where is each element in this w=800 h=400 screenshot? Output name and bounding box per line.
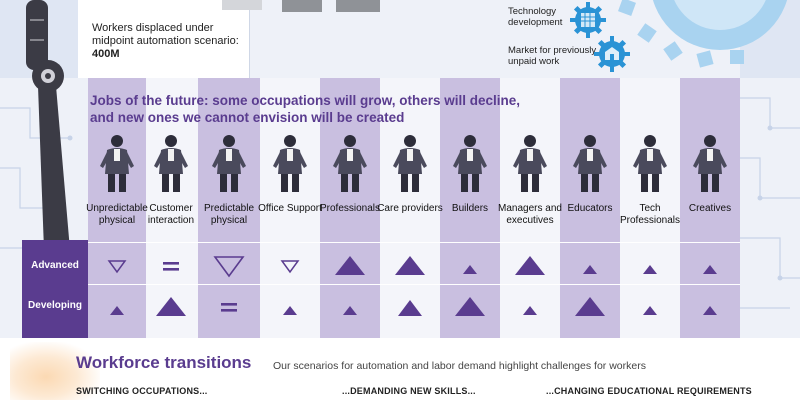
bottom-heading: SWITCHING OCCUPATIONS... bbox=[76, 386, 208, 396]
trend-mark-advanced bbox=[515, 256, 545, 275]
worker-figure-icon bbox=[212, 135, 246, 192]
occupation-label: Predictable physical bbox=[203, 203, 255, 226]
occupation-label: Tech Professionals bbox=[619, 203, 681, 226]
occupation-label: Unpredictable physical bbox=[86, 203, 148, 226]
gear-icon bbox=[570, 2, 606, 38]
workforce-transitions-title: Workforce transitions bbox=[76, 353, 252, 372]
trend-mark-advanced bbox=[213, 256, 245, 278]
bottom-heading: ...CHANGING EDUCATIONAL REQUIREMENTS bbox=[546, 386, 752, 396]
displaced-value: 400M bbox=[92, 48, 120, 60]
workforce-transitions-subtitle: Our scenarios for automation and labor d… bbox=[273, 360, 646, 372]
column-bg bbox=[620, 78, 680, 338]
trend-mark-developing bbox=[110, 306, 124, 315]
occupation-label: Office Support bbox=[258, 203, 322, 214]
worker-figure-icon bbox=[273, 135, 307, 192]
row-label-advanced: Advanced bbox=[22, 254, 88, 278]
trend-mark-advanced bbox=[163, 262, 179, 271]
headline-line-1: Jobs of the future: some occupations wil… bbox=[90, 93, 521, 108]
occupation-label: Educators bbox=[567, 203, 613, 214]
column-bg bbox=[88, 78, 146, 338]
trend-mark-advanced bbox=[395, 256, 425, 275]
trend-mark-developing bbox=[643, 306, 657, 315]
row-divider bbox=[88, 242, 740, 243]
trend-mark-advanced bbox=[583, 265, 597, 274]
occupation-label: Creatives bbox=[688, 203, 732, 214]
trend-mark-developing bbox=[398, 300, 422, 316]
trend-mark-advanced bbox=[335, 256, 365, 275]
trend-mark-advanced bbox=[643, 265, 657, 274]
column-bg bbox=[260, 78, 320, 338]
occupation-label: Builders bbox=[451, 203, 489, 214]
trend-mark-advanced bbox=[280, 260, 300, 274]
trend-mark-developing bbox=[575, 297, 605, 316]
column-bg bbox=[198, 78, 260, 338]
occupation-label: Professionals bbox=[319, 203, 381, 214]
worker-figure-icon bbox=[573, 135, 607, 192]
worker-figure-icon bbox=[100, 135, 134, 192]
column-bg bbox=[320, 78, 380, 338]
headline: Jobs of the future: some occupations wil… bbox=[90, 92, 550, 126]
worker-figure-icon bbox=[154, 135, 188, 192]
trend-mark-advanced bbox=[463, 265, 477, 274]
row-label-developing: Developing bbox=[22, 294, 88, 318]
gear-icon bbox=[594, 36, 630, 72]
occupation-label: Care providers bbox=[377, 203, 443, 214]
trend-mark-developing bbox=[156, 297, 186, 316]
occupation-label: Customer interaction bbox=[147, 203, 195, 226]
gear-icon bbox=[618, 0, 788, 68]
worker-figure-icon bbox=[513, 135, 547, 192]
occupation-label: Managers and executives bbox=[498, 203, 562, 226]
trend-mark-advanced bbox=[107, 260, 127, 274]
displaced-text: Workers displaced under midpoint automat… bbox=[92, 22, 239, 60]
column-bg bbox=[440, 78, 500, 338]
column-bg bbox=[680, 78, 740, 338]
worker-figure-icon bbox=[453, 135, 487, 192]
bottom-glow bbox=[10, 342, 100, 400]
worker-figure-icon bbox=[393, 135, 427, 192]
bottom-section bbox=[0, 338, 800, 400]
column-bg bbox=[380, 78, 440, 338]
worker-figure-icon bbox=[633, 135, 667, 192]
displaced-panel bbox=[78, 0, 250, 78]
trend-mark-developing bbox=[283, 306, 297, 315]
trend-mark-developing bbox=[523, 306, 537, 315]
trend-mark-developing bbox=[221, 303, 237, 312]
column-bg bbox=[560, 78, 620, 338]
gray-bar bbox=[222, 0, 262, 10]
trend-mark-developing bbox=[343, 306, 357, 315]
column-bg bbox=[500, 78, 560, 338]
gray-bar bbox=[282, 0, 322, 12]
middle-panel bbox=[250, 0, 500, 78]
bottom-heading: ...DEMANDING NEW SKILLS... bbox=[342, 386, 476, 396]
market-unpaid-label: Market for previously unpaid work bbox=[508, 45, 597, 67]
row-divider bbox=[88, 284, 740, 285]
gray-bar bbox=[336, 0, 380, 12]
headline-line-2: and new ones we cannot envision will be … bbox=[90, 110, 405, 125]
tech-development-label: Technology development bbox=[508, 6, 563, 28]
worker-figure-icon bbox=[333, 135, 367, 192]
trend-mark-advanced bbox=[703, 265, 717, 274]
trend-mark-developing bbox=[455, 297, 485, 316]
trend-mark-developing bbox=[703, 306, 717, 315]
column-bg bbox=[146, 78, 198, 338]
worker-figure-icon bbox=[693, 135, 727, 192]
